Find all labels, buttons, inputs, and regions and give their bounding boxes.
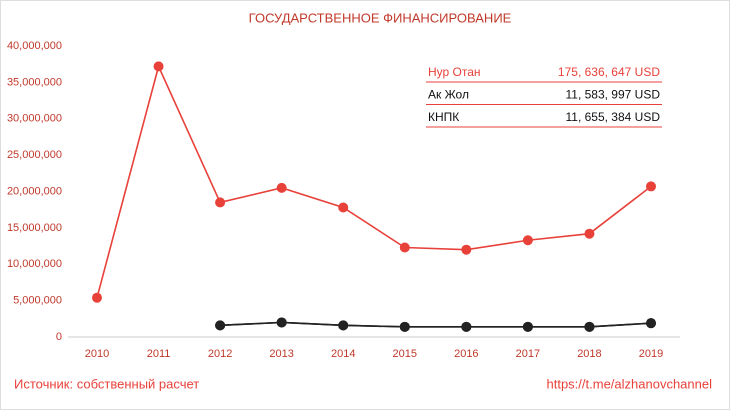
y-tick-label: 10,000,000 — [7, 258, 62, 270]
point — [215, 320, 226, 331]
legend-total: 11, 583, 997 USD — [565, 88, 660, 102]
x-tick-label: 2018 — [577, 348, 601, 360]
point — [153, 61, 164, 72]
x-tick-label: 2016 — [454, 348, 478, 360]
point — [338, 202, 349, 213]
x-tick-label: 2010 — [85, 348, 109, 360]
point — [276, 317, 287, 328]
x-tick-label: 2013 — [269, 348, 293, 360]
y-tick-label: 15,000,000 — [7, 222, 62, 234]
point — [399, 242, 410, 253]
x-tick-label: 2019 — [639, 348, 663, 360]
legend-total: 11, 655, 384 USD — [565, 110, 660, 124]
x-tick-label: 2017 — [516, 348, 540, 360]
y-tick-label: 35,000,000 — [7, 76, 62, 88]
point — [522, 321, 533, 332]
x-tick-label: 2015 — [393, 348, 417, 360]
point — [584, 228, 595, 239]
point — [646, 181, 656, 192]
link: https://t.me/alzhanovchannel — [547, 376, 713, 391]
point — [584, 321, 595, 332]
point — [338, 320, 349, 331]
legend-label: Нур Отан — [428, 65, 481, 79]
point — [276, 182, 287, 193]
y-tick-label: 20,000,000 — [7, 185, 62, 197]
chart-title: ГОСУДАРСТВЕННОЕ ФИНАНСИРОВАНИЕ — [249, 10, 512, 25]
legend-total: 175, 636, 647 USD — [558, 65, 660, 79]
y-tick-label: 25,000,000 — [7, 149, 62, 161]
y-tick-label: 30,000,000 — [7, 113, 62, 125]
x-tick-label: 2012 — [208, 348, 232, 360]
legend-label: КНПК — [428, 110, 459, 124]
y-tick-label: 5,000,000 — [13, 295, 62, 307]
legend-label: Ак Жол — [428, 88, 469, 102]
point — [92, 292, 102, 303]
point — [461, 321, 472, 332]
y-tick-label: 0 — [56, 331, 62, 343]
line — [96, 63, 652, 298]
point — [461, 244, 472, 255]
point — [522, 235, 533, 246]
x-tick-label: 2011 — [147, 348, 171, 360]
line — [220, 321, 652, 328]
point — [215, 197, 226, 208]
x-tick-label: 2014 — [331, 348, 355, 360]
point — [399, 321, 410, 332]
y-tick-label: 40,000,000 — [7, 40, 62, 52]
point — [646, 318, 656, 329]
source: Источник: собственный расчет — [14, 376, 199, 391]
